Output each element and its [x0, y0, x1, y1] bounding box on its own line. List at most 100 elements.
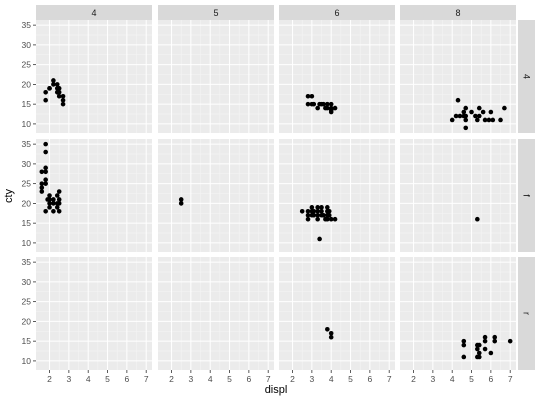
data-point: [319, 209, 324, 214]
x-tick-label: 7: [387, 374, 392, 384]
panel-f-4: [36, 139, 152, 252]
panel-background: [400, 257, 516, 370]
data-point: [315, 209, 320, 214]
x-tick-label: 3: [66, 374, 71, 384]
data-point: [492, 334, 498, 340]
data-point: [463, 117, 469, 123]
x-tick-label: 7: [508, 374, 513, 384]
panel-background: [279, 139, 395, 252]
data-point: [492, 338, 498, 344]
data-point: [178, 201, 184, 206]
panel-background: [36, 139, 152, 252]
column-strip-label: 8: [455, 8, 460, 18]
x-tick-label: 7: [266, 374, 271, 384]
y-tick-label: 20: [22, 316, 32, 326]
data-point: [475, 117, 480, 123]
data-point: [43, 181, 48, 186]
data-point: [56, 189, 62, 194]
data-point: [325, 105, 330, 111]
panel-r-4: [36, 257, 152, 370]
data-point: [476, 105, 482, 111]
data-point: [455, 97, 461, 103]
data-point: [325, 101, 330, 107]
data-point: [475, 216, 480, 222]
strips-layer: 4 5 6 8 4 f r: [36, 5, 535, 370]
data-point: [482, 338, 488, 344]
data-point: [43, 141, 48, 147]
data-point: [39, 169, 45, 175]
data-point: [43, 149, 48, 155]
y-tick-label: 35: [22, 139, 32, 149]
x-axis-title: displ: [265, 384, 288, 396]
data-point: [311, 209, 317, 214]
data-point: [56, 201, 62, 206]
panel-background: [36, 20, 152, 133]
y-tick-label: 25: [22, 297, 32, 307]
data-point: [326, 212, 332, 218]
data-point: [51, 201, 56, 206]
data-point: [321, 212, 326, 218]
y-tick-label: 35: [22, 257, 32, 267]
data-point: [47, 193, 52, 198]
data-point: [47, 205, 52, 210]
row-strip-r: [518, 257, 535, 370]
x-tick-label: 6: [124, 374, 129, 384]
data-point: [325, 216, 330, 222]
x-tick-label: 6: [488, 374, 493, 384]
y-tick-label: 30: [22, 40, 32, 50]
data-point: [309, 93, 315, 99]
data-point: [319, 205, 324, 210]
data-point: [311, 212, 317, 218]
x-tick-label: 5: [227, 374, 232, 384]
column-strip-6: [279, 5, 395, 20]
data-point: [51, 197, 56, 202]
data-point: [328, 216, 334, 222]
x-tick-label: 4: [208, 374, 213, 384]
data-point: [328, 101, 334, 107]
panel-4-4: [36, 20, 152, 133]
data-point: [325, 327, 330, 332]
x-tick-label: 3: [430, 374, 435, 384]
x-tick-label: 4: [450, 374, 455, 384]
data-point: [305, 212, 311, 218]
data-point: [178, 197, 184, 202]
panel-r-6: [279, 257, 395, 370]
data-point: [305, 216, 311, 222]
data-point: [60, 97, 66, 103]
x-tick-label: 4: [329, 374, 334, 384]
data-point: [475, 346, 480, 352]
data-point: [43, 177, 48, 182]
panel-background: [400, 139, 516, 252]
data-point: [43, 165, 48, 171]
data-point: [328, 330, 334, 336]
data-point: [56, 197, 62, 202]
data-point: [60, 101, 66, 107]
data-point: [43, 97, 48, 103]
column-strip-8: [400, 5, 516, 20]
data-point: [54, 82, 60, 87]
panel-background: [158, 139, 274, 252]
data-point: [482, 334, 488, 340]
panel-f-5: [158, 139, 274, 252]
data-point: [56, 209, 62, 214]
panel-4-6: [279, 20, 395, 133]
panel-f-8: [400, 139, 516, 252]
data-point: [309, 205, 315, 210]
data-point: [476, 354, 482, 360]
y-tick-label: 10: [22, 356, 32, 366]
panel-r-5: [158, 257, 274, 370]
data-point: [60, 93, 66, 99]
panel-background: [158, 257, 274, 370]
row-strip-label: r: [522, 312, 532, 315]
x-tick-label: 3: [309, 374, 314, 384]
y-tick-label: 10: [22, 238, 32, 248]
data-point: [328, 107, 334, 113]
x-tick-label: 3: [188, 374, 193, 384]
data-point: [326, 209, 332, 214]
panels-layer: [36, 20, 516, 370]
y-tick-label: 15: [22, 336, 32, 346]
data-point: [305, 101, 311, 107]
y-tick-label: 25: [22, 60, 32, 70]
panel-background: [279, 20, 395, 133]
x-tick-label: 5: [105, 374, 110, 384]
